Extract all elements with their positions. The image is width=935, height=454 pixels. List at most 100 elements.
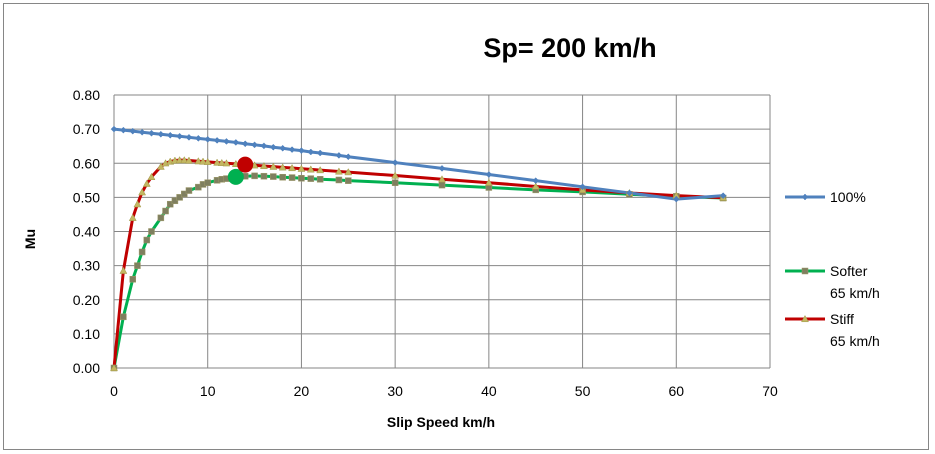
data-point-stiff <box>316 166 325 174</box>
data-point-100- <box>157 130 165 138</box>
data-point-stiff <box>185 156 193 164</box>
data-point-softer <box>335 176 343 184</box>
data-point-stiff <box>203 157 212 165</box>
data-point-softer <box>260 172 268 180</box>
data-point-softer <box>129 276 136 283</box>
chart-svg: Sp= 200 km/h 0.00 0.10 0.20 0.30 0.40 0.50 0.6… <box>22 33 880 430</box>
data-point-stiff <box>119 266 128 274</box>
data-point-100- <box>344 153 352 161</box>
y-tick-label: 0.40 <box>73 224 100 240</box>
data-point-softer <box>166 200 174 208</box>
data-point-softer <box>316 176 324 183</box>
data-point-stiff <box>213 158 222 166</box>
y-tick-label: 0.30 <box>73 258 100 274</box>
legend-marker-softer <box>801 267 809 275</box>
data-point-100- <box>279 144 287 152</box>
data-point-softer <box>391 179 399 186</box>
data-point-stiff <box>110 363 118 372</box>
series-line-stiff <box>112 158 725 370</box>
data-point-100- <box>213 137 221 144</box>
data-point-stiff <box>531 182 540 190</box>
x-tick-label: 10 <box>200 383 216 399</box>
data-point-stiff <box>438 175 446 183</box>
data-point-stiff <box>306 165 315 173</box>
data-point-100- <box>532 177 540 185</box>
data-point-100- <box>438 165 446 172</box>
data-point-100- <box>298 147 305 154</box>
data-point-stiff <box>344 168 353 176</box>
data-point-100- <box>579 183 586 191</box>
data-point-stiff <box>297 164 306 172</box>
legend-label-softer: 65 km/h <box>830 285 880 301</box>
data-point-100- <box>166 131 174 139</box>
data-point-softer <box>204 179 211 186</box>
data-point-softer <box>181 190 188 198</box>
data-point-100- <box>120 126 127 134</box>
data-point-stiff <box>217 158 226 166</box>
legend-marker-stiff <box>801 314 809 323</box>
data-point-stiff <box>334 167 343 175</box>
x-tick-label: 50 <box>575 383 591 399</box>
data-point-stiff <box>194 157 203 165</box>
data-point-100- <box>288 146 296 153</box>
data-point-stiff <box>138 188 147 196</box>
data-point-softer <box>307 175 315 182</box>
x-tick-label: 0 <box>110 383 118 399</box>
data-point-stiff <box>222 159 231 167</box>
y-tick-label: 0.10 <box>73 326 100 342</box>
data-point-stiff <box>142 179 151 187</box>
legend-label-stiff: 65 km/h <box>830 333 880 349</box>
data-point-softer <box>298 175 305 182</box>
series-line-softer <box>112 174 725 370</box>
data-point-100- <box>129 127 137 135</box>
data-point-softer <box>176 194 183 201</box>
chart-frame: Sp= 200 km/h 0.00 0.10 0.20 0.30 0.40 0.50 0.6… <box>3 3 929 450</box>
x-tick-label: 70 <box>762 383 778 399</box>
data-point-softer <box>134 262 141 269</box>
y-tick-label: 0.60 <box>73 155 100 171</box>
legend-label-100-: 100% <box>830 189 866 205</box>
data-point-stiff <box>199 157 207 165</box>
data-point-stiff <box>288 164 296 172</box>
legend-label-stiff: Stiff <box>830 311 854 327</box>
legend-marker-100- <box>801 193 809 201</box>
data-point-100- <box>223 138 230 145</box>
y-tick-label: 0.80 <box>73 87 100 103</box>
data-point-100- <box>316 149 324 157</box>
highlight-point-stiff <box>237 156 254 173</box>
data-point-100- <box>232 139 240 146</box>
data-point-softer <box>270 173 277 180</box>
x-axis-title: Slip Speed km/h <box>387 414 495 430</box>
plot-area: 0.00 0.10 0.20 0.30 0.40 0.50 0.60 0.70 0.80 0 10 2… <box>73 87 778 399</box>
data-point-stiff <box>147 172 156 180</box>
data-point-softer <box>148 228 155 235</box>
x-tick-label: 20 <box>294 383 310 399</box>
data-point-softer <box>438 181 446 189</box>
data-point-stiff <box>484 178 493 186</box>
data-point-100- <box>260 142 268 150</box>
data-point-stiff <box>278 163 287 171</box>
data-point-softer <box>288 174 296 181</box>
data-point-100- <box>185 133 193 141</box>
data-point-softer <box>162 207 169 215</box>
y-tick-label: 0.20 <box>73 292 100 308</box>
data-point-100- <box>485 171 493 178</box>
data-point-100- <box>269 143 277 151</box>
x-tick-label: 40 <box>481 383 497 399</box>
x-tick-label: 60 <box>668 383 684 399</box>
data-point-stiff <box>175 156 184 164</box>
data-point-100- <box>204 136 212 143</box>
data-point-100- <box>672 195 680 203</box>
data-point-softer <box>143 236 151 244</box>
data-point-100- <box>138 128 146 136</box>
chart-title: Sp= 200 km/h <box>483 33 656 63</box>
x-tick-label: 30 <box>387 383 403 399</box>
data-point-100- <box>335 152 343 159</box>
data-point-softer <box>251 172 258 180</box>
data-point-100- <box>391 159 399 166</box>
y-axis-title: Mu <box>22 229 38 249</box>
data-point-softer <box>345 177 352 184</box>
legend: 100% Softer 65 km/h Stiff 65 km/h <box>785 189 880 349</box>
data-point-100- <box>241 140 249 148</box>
data-point-stiff <box>260 161 268 170</box>
